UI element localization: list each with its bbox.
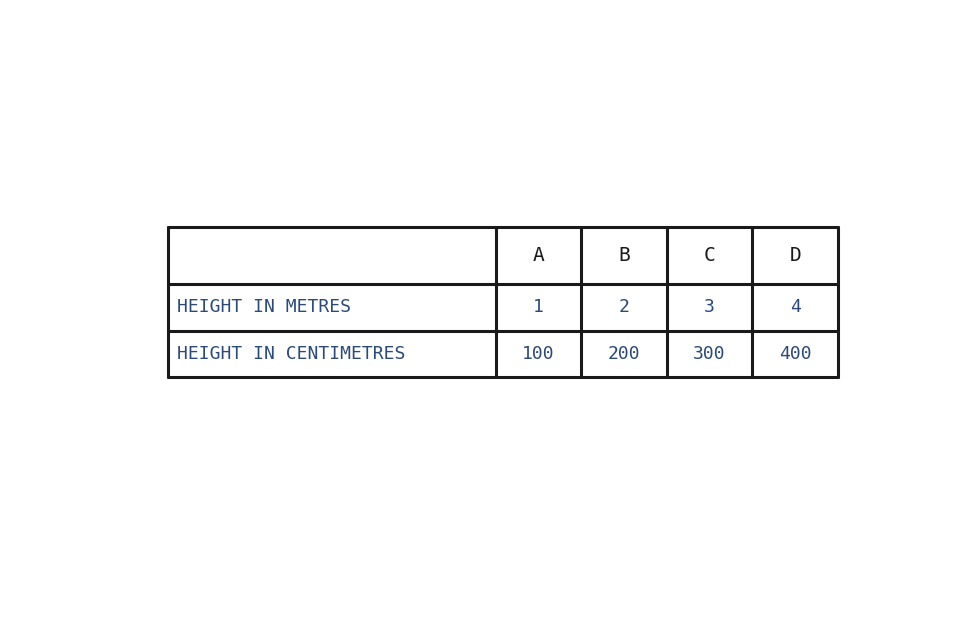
Text: 3: 3 xyxy=(705,298,715,316)
Text: A: A xyxy=(533,246,544,265)
Text: B: B xyxy=(618,246,630,265)
Text: 1: 1 xyxy=(533,298,544,316)
Text: 200: 200 xyxy=(608,345,640,363)
Text: HEIGHT IN CENTIMETRES: HEIGHT IN CENTIMETRES xyxy=(178,345,406,363)
Text: HEIGHT IN METRES: HEIGHT IN METRES xyxy=(178,298,351,316)
Text: 4: 4 xyxy=(790,298,801,316)
Text: 2: 2 xyxy=(618,298,630,316)
Text: D: D xyxy=(789,246,801,265)
Text: 400: 400 xyxy=(779,345,811,363)
Text: C: C xyxy=(704,246,715,265)
Text: 100: 100 xyxy=(522,345,555,363)
Text: 300: 300 xyxy=(693,345,726,363)
